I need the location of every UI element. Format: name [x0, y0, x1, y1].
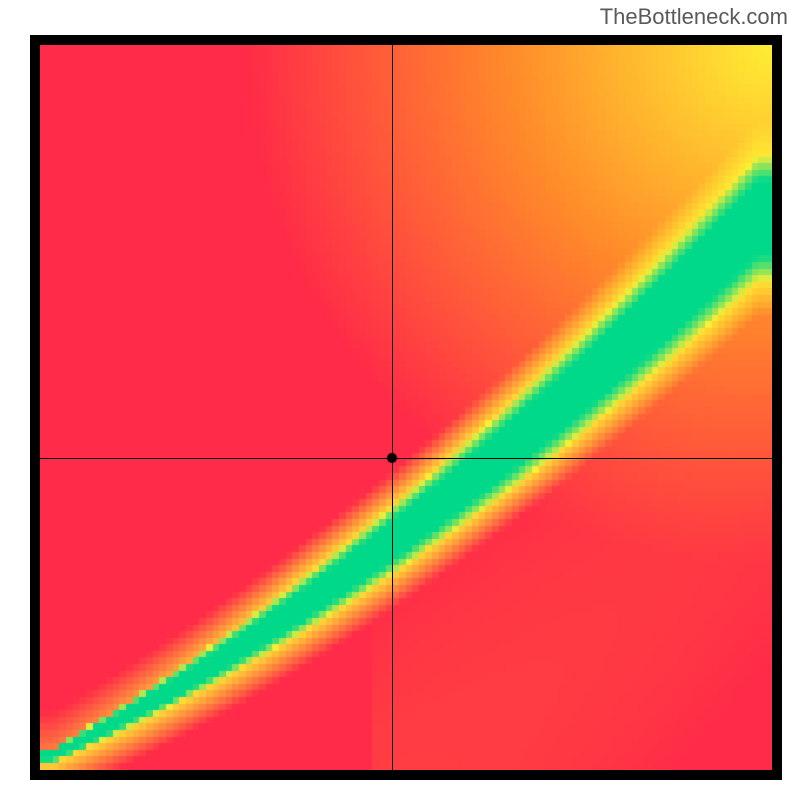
- watermark-text: TheBottleneck.com: [600, 4, 788, 30]
- crosshair-vertical: [392, 45, 393, 770]
- crosshair-dot: [386, 452, 398, 464]
- chart-container: TheBottleneck.com: [0, 0, 800, 800]
- plot-border-right: [772, 35, 782, 780]
- plot-area: [30, 35, 782, 780]
- heatmap-canvas: [40, 45, 772, 770]
- plot-border-top: [30, 35, 782, 45]
- crosshair-horizontal: [40, 458, 772, 459]
- plot-border-left: [30, 35, 40, 780]
- plot-border-bottom: [30, 770, 782, 780]
